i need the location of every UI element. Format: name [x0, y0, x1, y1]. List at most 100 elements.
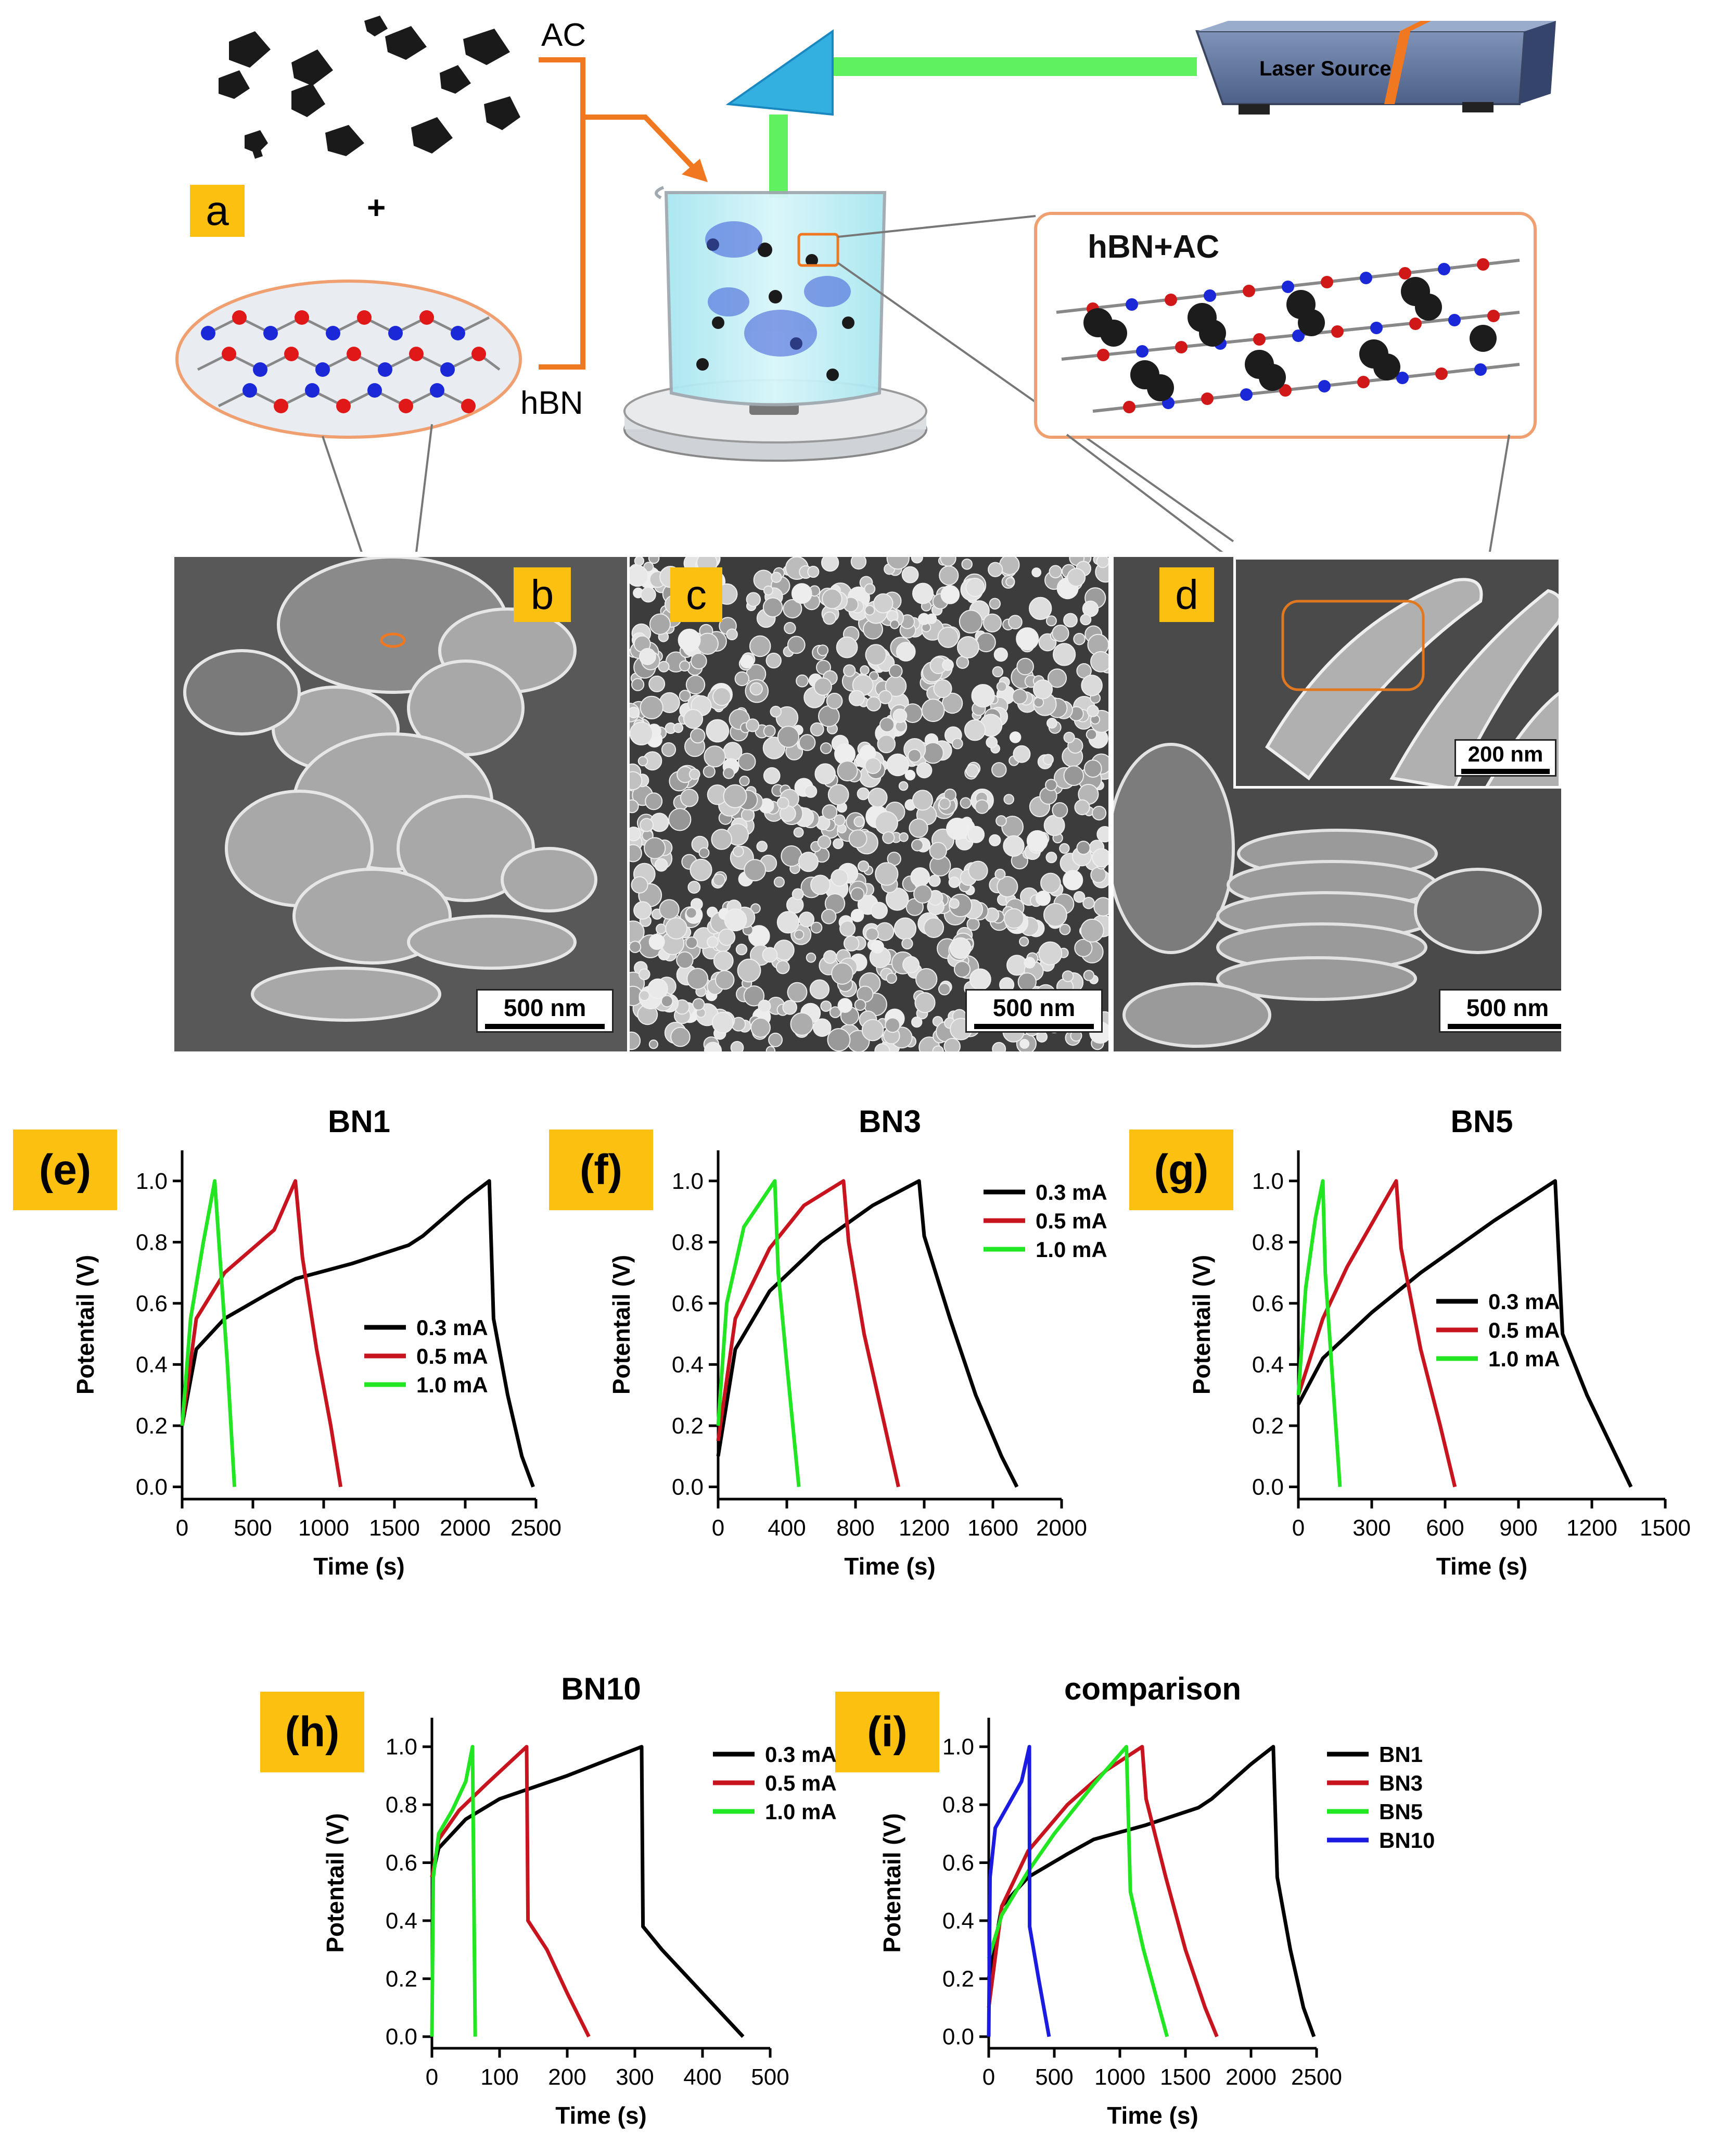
- scale-bar-b: 500 nm: [476, 989, 614, 1033]
- series-line-1-0-ma: [1296, 1179, 1342, 1487]
- sem-image-c: c 500 nm: [630, 557, 1108, 1051]
- x-tick-label: 200: [548, 2064, 586, 2090]
- legend-entry: 0.3 mA: [765, 1742, 837, 1767]
- sem-image-d: 200 nm d 500 nm: [1114, 557, 1561, 1051]
- y-tick-label: 1.0: [386, 1734, 417, 1760]
- x-tick-label: 0: [1292, 1515, 1305, 1541]
- ac-label: AC: [541, 17, 586, 53]
- x-tick-label: 1200: [899, 1515, 950, 1541]
- y-axis-label: Potentail (V): [608, 1255, 635, 1394]
- x-tick-label: 800: [836, 1515, 874, 1541]
- panel-label-h: (h): [260, 1692, 364, 1772]
- laser-beam-horizontal: [833, 57, 1197, 76]
- legend-entry: BN5: [1379, 1799, 1423, 1824]
- x-tick-label: 500: [1035, 2064, 1073, 2090]
- y-tick-label: 0.0: [672, 1474, 704, 1500]
- x-tick-label: 2000: [1226, 2064, 1277, 2090]
- x-tick-label: 500: [234, 1515, 272, 1541]
- y-axis-label: Potentail (V): [1188, 1255, 1215, 1394]
- x-tick-label: 1200: [1566, 1515, 1617, 1541]
- hbn-lattice-icon: [197, 310, 501, 413]
- x-axis-label: Time (s): [555, 2102, 647, 2129]
- laser-source-label: Laser Source: [1259, 57, 1391, 80]
- arrow-head-icon: [682, 159, 708, 182]
- y-tick-label: 0.4: [386, 1908, 417, 1934]
- series-line-0-5-ma: [180, 1179, 343, 1488]
- schematic-svg: AC hBN +: [175, 16, 1556, 656]
- x-tick-label: 1000: [1094, 2064, 1145, 2090]
- y-tick-label: 1.0: [1252, 1169, 1284, 1194]
- x-axis-label: Time (s): [844, 1553, 936, 1580]
- x-tick-label: 1500: [1640, 1515, 1691, 1541]
- legend-entry: 0.3 mA: [416, 1315, 488, 1340]
- legend-entry: BN1: [1379, 1742, 1423, 1767]
- scale-bar-d-inset: 200 nm: [1454, 739, 1556, 777]
- x-tick-label: 0: [712, 1515, 724, 1541]
- x-tick-label: 2000: [1036, 1515, 1087, 1541]
- legend-entry: BN10: [1379, 1828, 1435, 1853]
- y-tick-label: 0.8: [942, 1792, 974, 1818]
- legend-entry: 0.5 mA: [1488, 1318, 1560, 1342]
- series-line-0-5-ma: [716, 1179, 900, 1488]
- plus-sign: +: [367, 190, 386, 226]
- y-tick-label: 0.0: [942, 2024, 974, 2050]
- y-tick-label: 0.8: [672, 1229, 704, 1255]
- y-tick-label: 0.6: [136, 1291, 168, 1316]
- mixing-arrow: [583, 115, 699, 174]
- series-line-0-3-ma: [430, 1745, 745, 2038]
- series-line-bn5: [987, 1745, 1169, 2037]
- legend-entry: 0.5 mA: [416, 1344, 488, 1368]
- y-tick-label: 0.2: [672, 1413, 704, 1439]
- y-tick-label: 0.4: [136, 1352, 168, 1377]
- x-tick-label: 1600: [967, 1515, 1018, 1541]
- x-tick-label: 2000: [440, 1515, 491, 1541]
- y-axis-label: Potentail (V): [322, 1813, 349, 1952]
- legend-entry: 1.0 mA: [1036, 1237, 1107, 1262]
- chart-title: comparison: [1064, 1671, 1241, 1706]
- y-tick-label: 0.2: [942, 1966, 974, 1992]
- y-tick-label: 0.2: [1252, 1413, 1284, 1439]
- x-tick-label: 400: [683, 2064, 721, 2090]
- x-tick-label: 900: [1499, 1515, 1537, 1541]
- sem-image-b: b 500 nm: [174, 557, 627, 1051]
- series-line-0-3-ma: [716, 1179, 1019, 1488]
- panel-label-i: (i): [835, 1692, 939, 1772]
- x-tick-label: 300: [1352, 1515, 1390, 1541]
- y-tick-label: 0.4: [942, 1908, 974, 1934]
- y-tick-label: 0.4: [672, 1352, 704, 1377]
- series-line-1-0-ma: [180, 1179, 237, 1487]
- series-line-1-0-ma: [716, 1179, 801, 1487]
- x-tick-label: 2500: [510, 1515, 561, 1541]
- y-tick-label: 0.8: [1252, 1229, 1284, 1255]
- series-line-1-0-ma: [430, 1745, 477, 2037]
- x-axis-label: Time (s): [1107, 2102, 1198, 2129]
- scale-bar-d: 500 nm: [1439, 989, 1561, 1033]
- chart-title: BN3: [859, 1104, 921, 1139]
- y-tick-label: 0.6: [1252, 1291, 1284, 1316]
- y-tick-label: 1.0: [942, 1734, 974, 1760]
- legend-entry: 0.5 mA: [765, 1771, 837, 1795]
- series-line-0-3-ma: [180, 1179, 535, 1488]
- series-line-bn1: [987, 1745, 1316, 2037]
- x-tick-label: 0: [426, 2064, 438, 2090]
- y-tick-label: 1.0: [672, 1169, 704, 1194]
- scale-bar-d-inset-label: 200 nm: [1467, 742, 1543, 766]
- legend-entry: 1.0 mA: [416, 1373, 488, 1397]
- y-tick-label: 0.0: [136, 1474, 168, 1500]
- legend-entry: BN3: [1379, 1771, 1423, 1795]
- scale-bar-c: 500 nm: [965, 989, 1103, 1033]
- x-tick-label: 100: [480, 2064, 518, 2090]
- y-tick-label: 0.6: [386, 1850, 417, 1876]
- legend-entry: 1.0 mA: [1488, 1347, 1560, 1371]
- schematic-panel: AC hBN +: [0, 0, 1723, 656]
- panel-label-g: (g): [1129, 1130, 1233, 1210]
- x-tick-label: 1000: [298, 1515, 349, 1541]
- x-tick-label: 1500: [369, 1515, 420, 1541]
- x-tick-label: 600: [1426, 1515, 1464, 1541]
- y-tick-label: 0.8: [136, 1229, 168, 1255]
- panel-label-c: c: [670, 567, 722, 622]
- y-tick-label: 0.4: [1252, 1352, 1284, 1377]
